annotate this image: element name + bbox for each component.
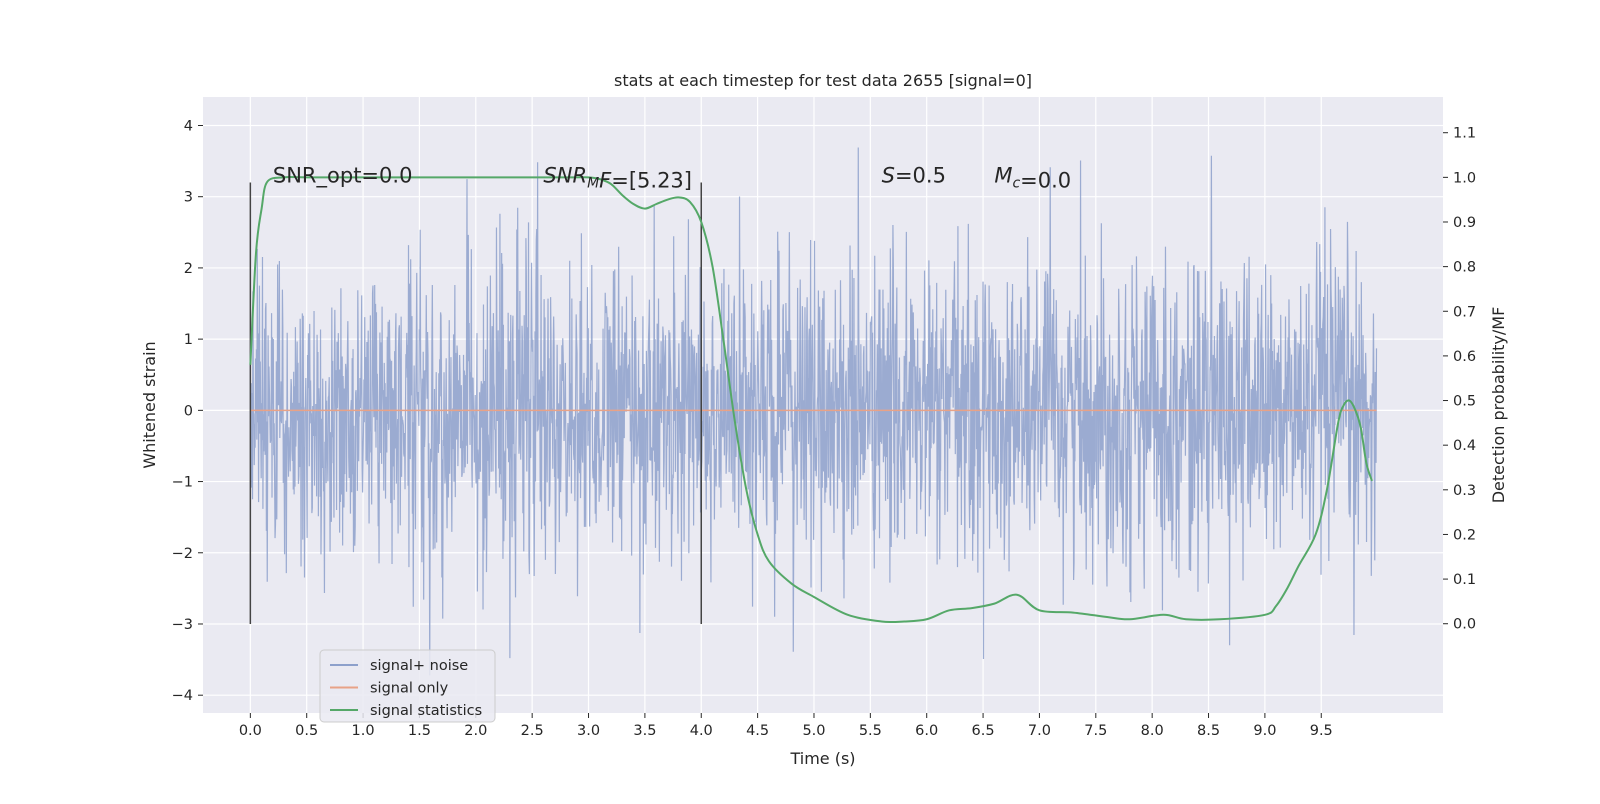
y-right-tick-label: 0.8: [1453, 260, 1476, 276]
y-right-axis-ticks: 0.0 0.1 0.2 0.3 0.4 0.5 0.6 0.7 0.8 0.9 1.0 1.1: [1443, 126, 1476, 633]
signal-statistics-line: [249, 176, 1373, 624]
y-right-tick-label: 0.5: [1453, 394, 1476, 410]
signal-plus-noise-series: [249, 147, 1378, 676]
y-left-axis-ticks: −4 −3 −2 −1 0 1 2 3 4: [172, 118, 203, 704]
annotation-part: c: [1012, 175, 1020, 191]
x-tick-label: 6.0: [915, 723, 938, 739]
annotation-part: M: [994, 163, 1012, 187]
annotation-part: SNR_opt=0.0: [273, 163, 413, 188]
x-tick-label: 5.0: [802, 723, 825, 739]
y-left-tick-label: 1: [184, 332, 193, 348]
y-left-tick-label: −3: [172, 617, 193, 633]
x-tick-label: 9.5: [1310, 723, 1333, 739]
y-right-tick-label: 0.7: [1453, 304, 1476, 320]
y-right-tick-label: 0.6: [1453, 349, 1476, 365]
annotation-text: SNR_opt=0.0: [273, 163, 413, 188]
x-tick-label: 3.5: [633, 723, 656, 739]
x-tick-label: 4.0: [690, 723, 713, 739]
x-tick-label: 0.5: [295, 723, 318, 739]
y-right-tick-label: 0.2: [1453, 527, 1476, 543]
x-axis-label: Time (s): [789, 749, 855, 768]
y-right-tick-label: 0.4: [1453, 438, 1476, 454]
vertical-markers: [249, 182, 703, 624]
annotation-part: M: [587, 175, 599, 191]
y-right-tick-label: 0.0: [1453, 617, 1476, 633]
x-tick-label: 5.5: [859, 723, 882, 739]
annotation-part: =0.5: [895, 163, 946, 187]
y-left-tick-label: −4: [172, 688, 193, 704]
x-tick-label: 7.5: [1084, 723, 1107, 739]
y-right-tick-label: 1.1: [1453, 126, 1476, 142]
y-right-axis-label: Detection probability/MF: [1489, 307, 1508, 504]
annotation-text: SNRMF=[5.23]: [543, 163, 692, 192]
legend: signal+ noise signal only signal statistic…: [319, 649, 496, 723]
y-left-axis-label: Whitened strain: [140, 341, 159, 468]
y-right-tick-label: 0.1: [1453, 572, 1476, 588]
legend-label: signal statistics: [370, 703, 482, 719]
x-tick-label: 8.0: [1141, 723, 1164, 739]
annotation-text: Mc=0.0: [994, 163, 1071, 192]
x-tick-label: 2.5: [521, 723, 544, 739]
x-tick-label: 1.0: [352, 723, 375, 739]
signal-statistics-series: [249, 176, 1373, 624]
y-left-tick-label: −1: [172, 475, 193, 491]
y-right-tick-label: 0.3: [1453, 483, 1476, 499]
legend-label: signal+ noise: [370, 658, 468, 674]
x-tick-label: 6.5: [972, 723, 995, 739]
y-left-tick-label: −2: [172, 546, 193, 562]
y-right-tick-label: 0.9: [1453, 215, 1476, 231]
legend-box: [319, 649, 496, 723]
x-tick-label: 0.0: [239, 723, 262, 739]
x-axis-ticks: 0.0 0.5 1.0 1.5 2.0 2.5 3.0 3.5 4.0 4.5 5.0 5.5 6.0 6…: [239, 713, 1333, 739]
annotation-part: =[5.23]: [611, 168, 692, 192]
x-tick-label: 3.0: [577, 723, 600, 739]
y-left-tick-label: 0: [184, 403, 193, 419]
chart-title: stats at each timestep for test data 265…: [614, 71, 1032, 90]
x-tick-label: 7.0: [1028, 723, 1051, 739]
x-tick-label: 4.5: [746, 723, 769, 739]
x-tick-label: 2.0: [464, 723, 487, 739]
x-tick-label: 8.5: [1197, 723, 1220, 739]
annotation-part: SNR: [543, 163, 587, 187]
y-left-tick-label: 2: [184, 261, 193, 277]
y-right-tick-label: 1.0: [1453, 170, 1476, 186]
x-tick-label: 1.5: [408, 723, 431, 739]
x-tick-label: 9.0: [1253, 723, 1276, 739]
annotation-part: S: [882, 163, 895, 187]
annotation-part: =0.0: [1020, 168, 1071, 192]
y-left-tick-label: 4: [184, 118, 193, 134]
noise-line: [249, 147, 1378, 676]
annotations: SNR_opt=0.0 SNRMF=[5.23] S=0.5 Mc=0.0: [273, 163, 1071, 192]
legend-label: signal only: [370, 681, 449, 697]
y-left-tick-label: 3: [184, 190, 193, 206]
annotation-text: S=0.5: [882, 163, 946, 187]
annotation-part: F: [599, 168, 612, 192]
